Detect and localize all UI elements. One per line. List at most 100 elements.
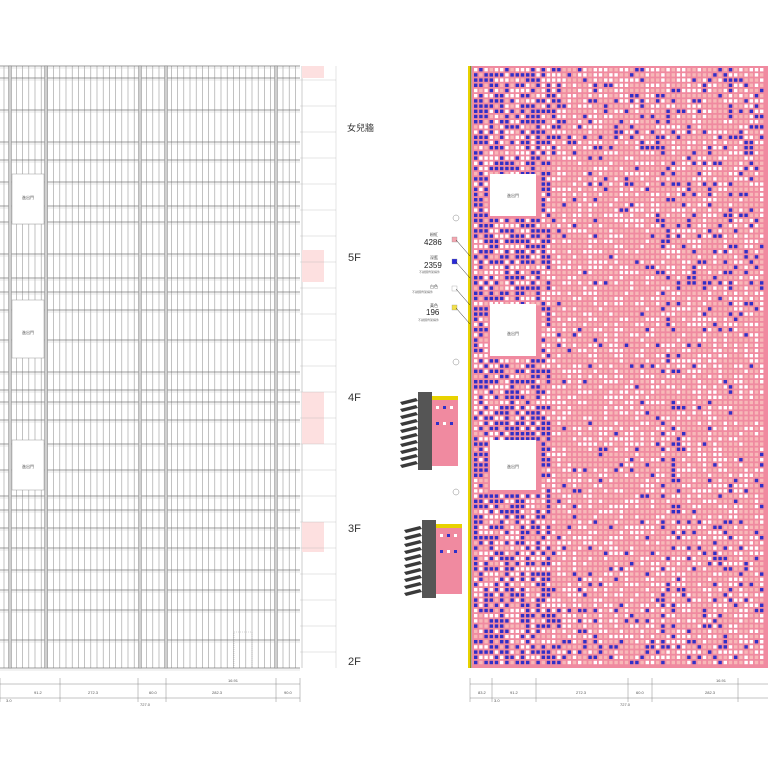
mosaic-tile [578, 349, 581, 352]
mosaic-tile [729, 370, 732, 373]
mosaic-tile [692, 115, 695, 118]
mosaic-tile [588, 172, 591, 175]
mosaic-tile [568, 416, 571, 419]
mosaic-tile [583, 271, 586, 274]
mosaic-tile [713, 250, 716, 253]
mosaic-tile [630, 422, 633, 425]
mosaic-tile [677, 307, 680, 310]
mosaic-tile [640, 359, 643, 362]
mosaic-tile [557, 484, 560, 487]
mosaic-tile [542, 297, 545, 300]
mosaic-tile [510, 422, 513, 425]
mosaic-tile [578, 84, 581, 87]
mosaic-tile [609, 89, 612, 92]
mosaic-tile [744, 505, 747, 508]
mosaic-tile [635, 427, 638, 430]
mosaic-tile [651, 406, 654, 409]
mosaic-tile [755, 286, 758, 289]
mosaic-tile [484, 484, 487, 487]
mosaic-tile [734, 120, 737, 123]
mosaic-tile [505, 73, 508, 76]
pink-note-area [302, 250, 324, 282]
mosaic-tile [744, 240, 747, 243]
mosaic-tile [750, 354, 753, 357]
mosaic-tile [739, 494, 742, 497]
mosaic-tile [708, 276, 711, 279]
mosaic-tile [635, 245, 638, 248]
mosaic-tile [682, 385, 685, 388]
mosaic-tile [609, 208, 612, 211]
mosaic-tile [698, 531, 701, 534]
mosaic-tile [620, 162, 623, 165]
mosaic-tile [687, 411, 690, 414]
mosaic-tile [760, 297, 763, 300]
mosaic-tile [734, 489, 737, 492]
mosaic-tile [625, 349, 628, 352]
mosaic-tile [620, 120, 623, 123]
mosaic-tile [640, 323, 643, 326]
mosaic-tile [755, 130, 758, 133]
mosaic-tile [568, 338, 571, 341]
mosaic-tile [542, 416, 545, 419]
mosaic-tile [718, 68, 721, 71]
mosaic-tile [614, 338, 617, 341]
mosaic-tile [536, 245, 539, 248]
mosaic-tile [583, 255, 586, 258]
mosaic-tile [692, 401, 695, 404]
mosaic-tile [562, 302, 565, 305]
mosaic-tile [677, 531, 680, 534]
mosaic-tile [656, 281, 659, 284]
mosaic-tile [573, 240, 576, 243]
mosaic-tile [510, 89, 513, 92]
mosaic-tile [724, 510, 727, 513]
mosaic-tile [677, 162, 680, 165]
mosaic-tile [646, 297, 649, 300]
mosaic-tile [552, 136, 555, 139]
mosaic-tile [755, 510, 758, 513]
mosaic-tile [687, 531, 690, 534]
mosaic-tile [739, 333, 742, 336]
mosaic-tile [750, 422, 753, 425]
mosaic-tile [609, 432, 612, 435]
mosaic-tile [531, 515, 534, 518]
mosaic-tile [672, 250, 675, 253]
mosaic-tile [703, 110, 706, 113]
mosaic-tile [609, 78, 612, 81]
mosaic-tile [588, 104, 591, 107]
mosaic-tile [724, 104, 727, 107]
mosaic-tile [635, 536, 638, 539]
mosaic-tile [760, 193, 763, 196]
mosaic-tile [640, 505, 643, 508]
mosaic-tile [568, 224, 571, 227]
mosaic-tile [755, 380, 758, 383]
mosaic-tile [682, 307, 685, 310]
mosaic-tile [620, 385, 623, 388]
mosaic-tile [661, 78, 664, 81]
mosaic-tile [599, 323, 602, 326]
mosaic-tile [536, 167, 539, 170]
mosaic-tile [666, 141, 669, 144]
mosaic-tile [547, 453, 550, 456]
mosaic-tile [479, 437, 482, 440]
mosaic-tile [614, 505, 617, 508]
mosaic-tile [557, 94, 560, 97]
mosaic-tile [661, 219, 664, 222]
mosaic-tile [557, 198, 560, 201]
mosaic-tile [578, 172, 581, 175]
mosaic-tile [760, 172, 763, 175]
mosaic-tile [677, 500, 680, 503]
mosaic-tile [484, 489, 487, 492]
mosaic-tile [531, 250, 534, 253]
mosaic-tile [479, 323, 482, 326]
mosaic-tile [640, 510, 643, 513]
mosaic-tile [640, 396, 643, 399]
mosaic-tile [630, 307, 633, 310]
mosaic-tile [646, 489, 649, 492]
mosaic-tile [724, 73, 727, 76]
mosaic-tile [724, 411, 727, 414]
mosaic-tile [698, 73, 701, 76]
mosaic-tile [661, 167, 664, 170]
mosaic-tile [474, 198, 477, 201]
mosaic-tile [599, 489, 602, 492]
mosaic-tile [739, 328, 742, 331]
